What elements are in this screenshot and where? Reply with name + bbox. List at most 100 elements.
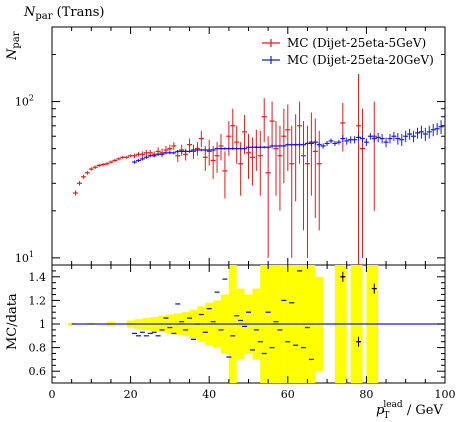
data-point	[234, 125, 240, 164]
data-point	[218, 134, 224, 161]
data-point	[308, 112, 314, 196]
axes-ticks: 0 20 40 60 80 100 101 102 0.6 0.8 1 1.2 1.4	[15, 26, 456, 401]
data-point	[407, 128, 413, 140]
data-point	[320, 143, 326, 149]
data-point	[411, 130, 417, 143]
data-point	[132, 160, 138, 164]
data-point	[316, 130, 322, 231]
chart-title: Npar (Trans)	[23, 5, 105, 22]
data-point	[356, 74, 362, 265]
data-point	[281, 144, 287, 148]
data-point	[269, 101, 275, 149]
y-tick-label-lower: 1.2	[29, 294, 47, 307]
data-point	[324, 140, 330, 146]
data-point	[230, 108, 236, 149]
data-point	[151, 154, 157, 158]
data-point	[395, 132, 401, 145]
data-point	[112, 158, 118, 163]
data-point	[238, 142, 244, 196]
data-point	[371, 135, 377, 143]
data-point	[139, 157, 145, 161]
data-point	[261, 98, 267, 143]
data-point	[100, 162, 106, 167]
lower-y-axis-label: MC/data	[5, 293, 20, 350]
data-point	[159, 152, 165, 156]
data-point	[340, 102, 346, 152]
data-point	[273, 121, 279, 196]
x-tick-label: 0	[49, 388, 56, 401]
data-point	[391, 131, 397, 141]
data-point	[422, 127, 428, 141]
y-tick-label-lower: 1	[39, 318, 46, 331]
x-tick-label: 40	[202, 388, 216, 401]
data-point	[285, 104, 291, 171]
data-point	[124, 155, 130, 159]
legend-label-red: MC (Dijet-25eta-5GeV)	[287, 36, 426, 50]
data-point	[77, 181, 83, 186]
y-tick-label-lower: 0.6	[29, 365, 47, 378]
data-point	[289, 125, 295, 258]
upper-panel-marks	[73, 74, 444, 265]
data-point	[375, 132, 381, 143]
data-point	[253, 129, 259, 171]
data-point	[383, 137, 389, 148]
data-point	[108, 160, 114, 164]
data-point	[414, 127, 420, 139]
data-point	[387, 134, 393, 144]
data-point	[73, 190, 79, 196]
ratio-points	[132, 270, 377, 361]
upper-y-axis-label: Npar	[5, 31, 22, 61]
data-point	[301, 142, 307, 147]
data-point	[438, 120, 444, 135]
data-point	[143, 155, 149, 159]
data-point	[246, 134, 251, 179]
data-point	[171, 142, 177, 150]
data-point	[80, 174, 86, 179]
data-point	[187, 138, 193, 152]
data-point	[277, 125, 283, 211]
data-point	[198, 130, 204, 148]
data-point	[344, 137, 350, 145]
data-point	[301, 121, 307, 231]
data-point	[88, 167, 94, 171]
data-point	[135, 158, 141, 163]
legend: MC (Dijet-25eta-5GeV) MC (Dijet-25eta-20…	[262, 36, 434, 67]
data-point	[332, 140, 338, 146]
data-point	[187, 149, 193, 153]
x-tick-label: 60	[281, 388, 295, 401]
data-point	[139, 151, 145, 158]
y-tick-label-upper: 101	[15, 250, 34, 265]
data-point	[434, 122, 440, 136]
data-point	[116, 157, 122, 161]
x-axis-label: pTlead / GeV	[376, 400, 443, 421]
legend-label-blue: MC (Dijet-25eta-20GeV)	[287, 53, 434, 67]
data-point	[371, 101, 377, 211]
data-point	[359, 135, 365, 143]
data-point	[363, 138, 369, 146]
data-point	[426, 125, 432, 139]
data-point	[265, 145, 271, 149]
data-point	[403, 130, 409, 143]
x-tick-label: 80	[359, 388, 373, 401]
data-point	[316, 142, 322, 148]
legend-entry-blue: MC (Dijet-25eta-20GeV)	[262, 53, 434, 67]
data-point	[214, 142, 220, 173]
data-point	[249, 137, 255, 186]
data-point	[265, 136, 271, 258]
data-point	[132, 153, 138, 159]
x-tick-label: 20	[124, 388, 138, 401]
data-point	[340, 135, 346, 143]
data-point	[312, 139, 318, 145]
data-point	[171, 151, 177, 155]
data-point	[297, 101, 303, 164]
data-point	[352, 136, 358, 144]
data-point	[367, 132, 373, 140]
data-point	[257, 130, 263, 196]
series-red	[73, 74, 377, 265]
data-point	[430, 123, 436, 137]
y-tick-label-lower: 1.4	[29, 271, 47, 284]
data-point	[222, 151, 228, 199]
data-point	[328, 138, 334, 144]
data-point	[210, 148, 216, 152]
